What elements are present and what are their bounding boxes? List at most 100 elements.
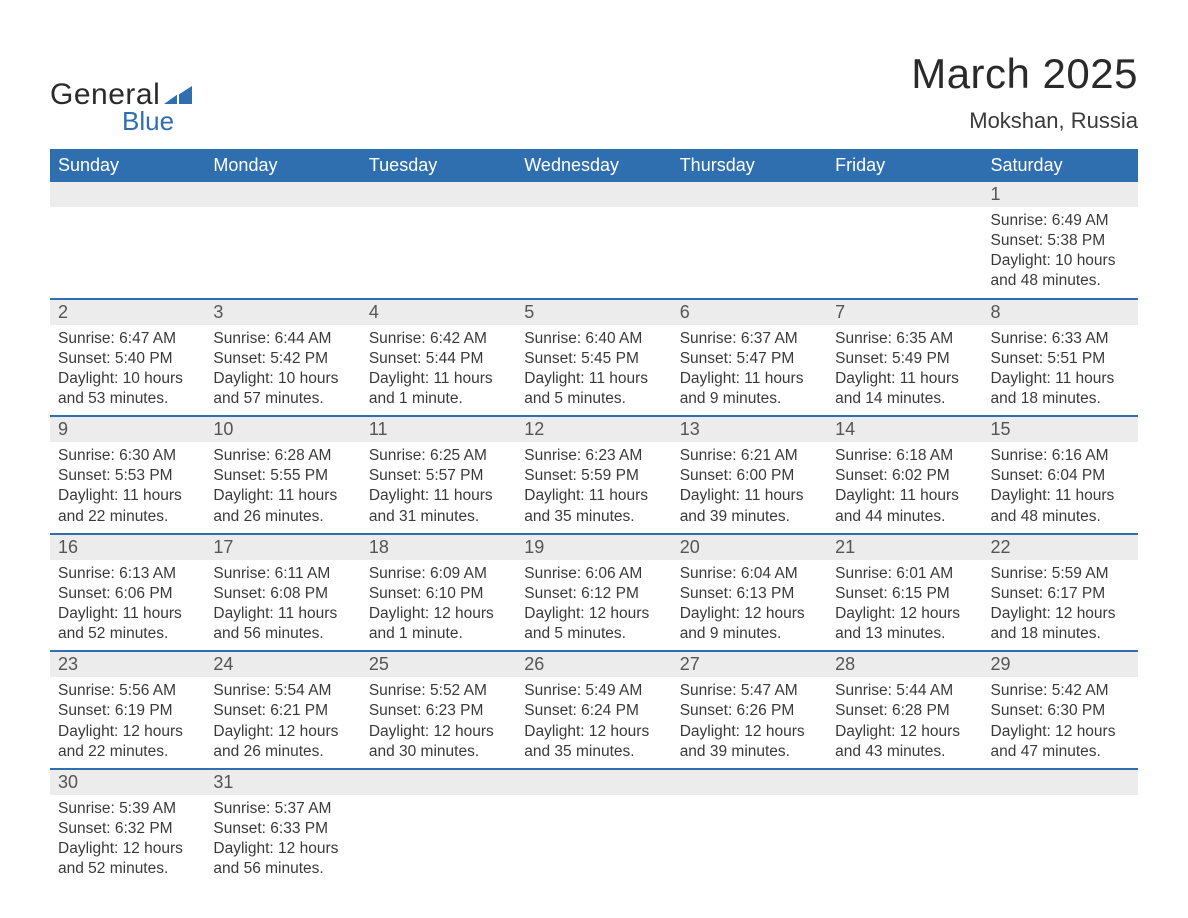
sunrise-text: Sunrise: 5:52 AM [369,681,508,701]
day-number-cell: 5 [516,299,671,325]
day1-text: Daylight: 12 hours [369,722,508,742]
day-number-cell [827,182,982,207]
day-number-cell: 29 [983,651,1138,677]
day1-text: Daylight: 11 hours [213,604,352,624]
day-number-cell: 1 [983,182,1138,207]
day-number-cell: 26 [516,651,671,677]
sunset-text: Sunset: 6:10 PM [369,584,508,604]
day1-text: Daylight: 12 hours [524,722,663,742]
day-detail-cell: Sunrise: 6:21 AMSunset: 6:00 PMDaylight:… [672,442,827,534]
day2-text: and 47 minutes. [991,742,1130,762]
day2-text: and 35 minutes. [524,507,663,527]
day2-text: and 1 minute. [369,389,508,409]
day2-text: and 39 minutes. [680,507,819,527]
sunrise-text: Sunrise: 6:33 AM [991,329,1130,349]
day-detail-cell: Sunrise: 6:28 AMSunset: 5:55 PMDaylight:… [205,442,360,534]
sunset-text: Sunset: 6:13 PM [680,584,819,604]
day-header: Monday [205,149,360,182]
day1-text: Daylight: 11 hours [680,486,819,506]
day-number-cell [827,769,982,795]
sunset-text: Sunset: 6:08 PM [213,584,352,604]
day-detail-cell: Sunrise: 6:40 AMSunset: 5:45 PMDaylight:… [516,325,671,417]
day1-text: Daylight: 12 hours [58,839,197,859]
sunrise-text: Sunrise: 6:18 AM [835,446,974,466]
sunset-text: Sunset: 5:44 PM [369,349,508,369]
day1-text: Daylight: 10 hours [213,369,352,389]
sunrise-text: Sunrise: 6:40 AM [524,329,663,349]
day-detail-cell: Sunrise: 5:47 AMSunset: 6:26 PMDaylight:… [672,677,827,769]
day2-text: and 31 minutes. [369,507,508,527]
day-number-cell [361,769,516,795]
day1-text: Daylight: 11 hours [213,486,352,506]
sunset-text: Sunset: 5:38 PM [991,231,1130,251]
day-detail-cell: Sunrise: 5:52 AMSunset: 6:23 PMDaylight:… [361,677,516,769]
month-title: March 2025 [911,50,1138,98]
day-number-cell: 20 [672,534,827,560]
day-detail-cell [516,207,671,299]
day1-text: Daylight: 12 hours [213,839,352,859]
day-detail-cell: Sunrise: 6:33 AMSunset: 5:51 PMDaylight:… [983,325,1138,417]
day-detail-row: Sunrise: 6:13 AMSunset: 6:06 PMDaylight:… [50,560,1138,652]
day-detail-cell [516,795,671,886]
day-number-cell: 30 [50,769,205,795]
day-detail-cell: Sunrise: 5:39 AMSunset: 6:32 PMDaylight:… [50,795,205,886]
day2-text: and 56 minutes. [213,859,352,879]
day-number-cell: 18 [361,534,516,560]
day-number-cell [50,182,205,207]
sunset-text: Sunset: 6:23 PM [369,701,508,721]
sunrise-text: Sunrise: 6:47 AM [58,329,197,349]
day-number-cell: 24 [205,651,360,677]
sunrise-text: Sunrise: 6:09 AM [369,564,508,584]
sunset-text: Sunset: 6:21 PM [213,701,352,721]
day2-text: and 5 minutes. [524,389,663,409]
day-number-cell: 17 [205,534,360,560]
day2-text: and 35 minutes. [524,742,663,762]
day-header-row: Sunday Monday Tuesday Wednesday Thursday… [50,149,1138,182]
day1-text: Daylight: 11 hours [369,369,508,389]
day-header: Saturday [983,149,1138,182]
day2-text: and 26 minutes. [213,507,352,527]
day-header: Thursday [672,149,827,182]
day2-text: and 18 minutes. [991,624,1130,644]
sunrise-text: Sunrise: 5:39 AM [58,799,197,819]
sunset-text: Sunset: 5:42 PM [213,349,352,369]
day-detail-cell: Sunrise: 6:37 AMSunset: 5:47 PMDaylight:… [672,325,827,417]
day-detail-cell: Sunrise: 6:30 AMSunset: 5:53 PMDaylight:… [50,442,205,534]
sunset-text: Sunset: 6:33 PM [213,819,352,839]
sunset-text: Sunset: 6:02 PM [835,466,974,486]
day-number-cell: 23 [50,651,205,677]
sunset-text: Sunset: 6:12 PM [524,584,663,604]
calendar-table: Sunday Monday Tuesday Wednesday Thursday… [50,149,1138,885]
day-detail-cell [361,207,516,299]
day2-text: and 18 minutes. [991,389,1130,409]
day2-text: and 5 minutes. [524,624,663,644]
day-detail-cell: Sunrise: 5:37 AMSunset: 6:33 PMDaylight:… [205,795,360,886]
day2-text: and 22 minutes. [58,507,197,527]
day-detail-cell: Sunrise: 6:35 AMSunset: 5:49 PMDaylight:… [827,325,982,417]
day1-text: Daylight: 11 hours [369,486,508,506]
day-number-cell: 25 [361,651,516,677]
day1-text: Daylight: 12 hours [680,604,819,624]
sunset-text: Sunset: 5:49 PM [835,349,974,369]
day-number-cell: 4 [361,299,516,325]
day2-text: and 9 minutes. [680,624,819,644]
sunrise-text: Sunrise: 6:23 AM [524,446,663,466]
day-detail-cell: Sunrise: 6:18 AMSunset: 6:02 PMDaylight:… [827,442,982,534]
day-detail-cell [205,207,360,299]
day-detail-row: Sunrise: 6:49 AMSunset: 5:38 PMDaylight:… [50,207,1138,299]
sunset-text: Sunset: 6:28 PM [835,701,974,721]
day-number-cell: 13 [672,416,827,442]
day-number-cell: 3 [205,299,360,325]
day2-text: and 43 minutes. [835,742,974,762]
day1-text: Daylight: 10 hours [991,251,1130,271]
day-detail-cell: Sunrise: 6:42 AMSunset: 5:44 PMDaylight:… [361,325,516,417]
day-number-cell: 11 [361,416,516,442]
day2-text: and 30 minutes. [369,742,508,762]
day-detail-cell: Sunrise: 5:56 AMSunset: 6:19 PMDaylight:… [50,677,205,769]
day-detail-row: Sunrise: 6:30 AMSunset: 5:53 PMDaylight:… [50,442,1138,534]
location-label: Mokshan, Russia [911,108,1138,134]
day-number-cell: 21 [827,534,982,560]
day-number-cell [672,769,827,795]
sunrise-text: Sunrise: 5:56 AM [58,681,197,701]
day1-text: Daylight: 12 hours [524,604,663,624]
